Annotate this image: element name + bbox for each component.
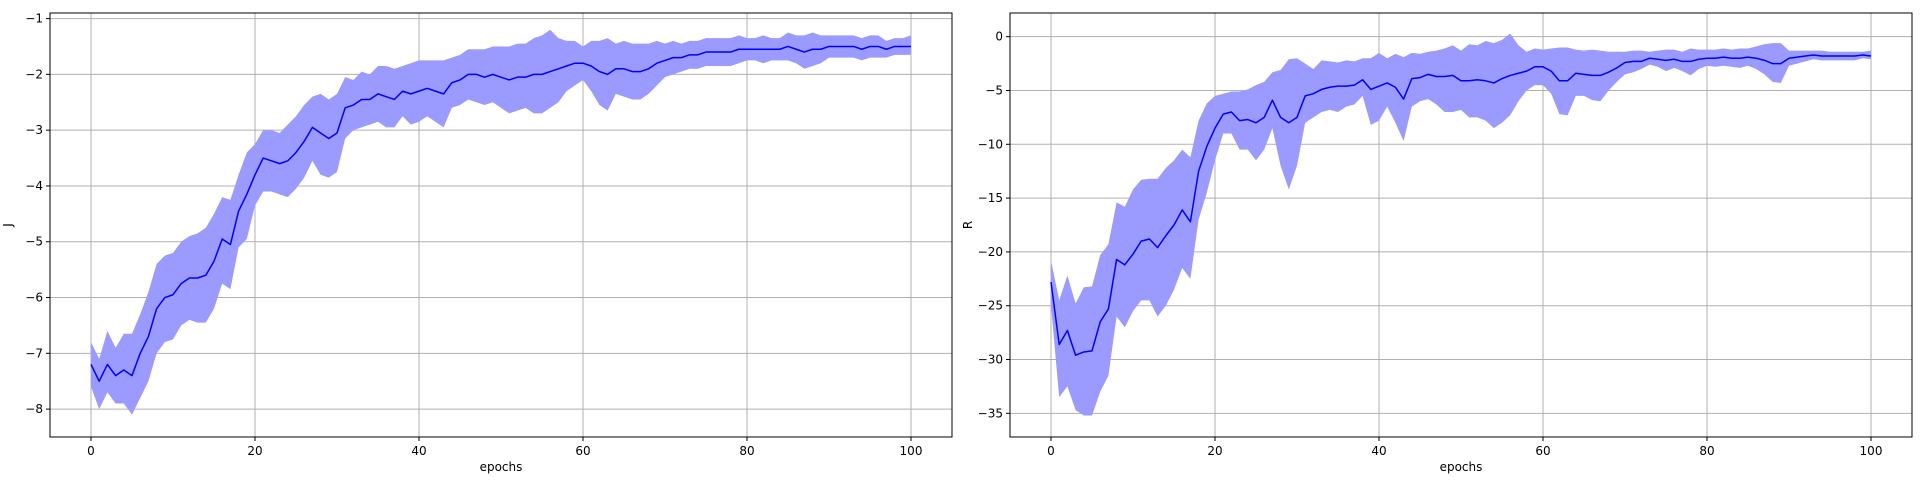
series-line bbox=[1050, 54, 1872, 356]
x-tick-label: 80 bbox=[739, 444, 754, 458]
y-tick-label: −1 bbox=[25, 12, 43, 26]
y-axis-label: J bbox=[1, 223, 15, 228]
x-tick-label: 0 bbox=[87, 444, 95, 458]
y-tick-label: −10 bbox=[978, 137, 1003, 151]
y-tick-label: −5 bbox=[985, 83, 1003, 97]
y-tick-label: −2 bbox=[25, 67, 43, 81]
y-tick-label: −25 bbox=[978, 299, 1003, 313]
y-tick-label: −35 bbox=[978, 406, 1003, 420]
y-tick-label: −7 bbox=[25, 346, 43, 360]
x-tick-label: 20 bbox=[1207, 444, 1222, 458]
confidence-band bbox=[91, 29, 911, 415]
series-line bbox=[90, 45, 911, 382]
plot-frame bbox=[1009, 12, 1913, 438]
y-tick-label: −20 bbox=[978, 245, 1003, 259]
x-tick-label: 60 bbox=[575, 444, 590, 458]
x-tick-label: 40 bbox=[411, 444, 426, 458]
y-tick-label: −6 bbox=[25, 291, 43, 305]
y-tick-label: −30 bbox=[978, 353, 1003, 367]
plot-frame bbox=[49, 12, 953, 438]
y-tick-label: 0 bbox=[995, 30, 1003, 44]
x-tick-label: 60 bbox=[1535, 444, 1550, 458]
chart-panel-0: 0 20 40 60 80 100 −8 −7 −6 −5 −4 −3 −2 −1 epochs J bbox=[1, 12, 953, 474]
x-tick-label: 80 bbox=[1699, 444, 1714, 458]
confidence-band bbox=[1051, 33, 1871, 416]
x-axis-label: epochs bbox=[480, 460, 523, 474]
y-tick-label: −5 bbox=[25, 235, 43, 249]
x-tick-label: 0 bbox=[1047, 444, 1055, 458]
y-tick-label: −4 bbox=[25, 179, 43, 193]
y-tick-label: −8 bbox=[25, 402, 43, 416]
y-tick-label: −3 bbox=[25, 123, 43, 137]
x-tick-label: 100 bbox=[1860, 444, 1883, 458]
x-tick-label: 100 bbox=[900, 444, 923, 458]
x-tick-label: 40 bbox=[1371, 444, 1386, 458]
y-axis-label: R bbox=[961, 221, 975, 229]
x-tick-label: 20 bbox=[247, 444, 262, 458]
chart-panel-1: 0 20 40 60 80 100 −35 −30 −25 −20 −15 −10 −5 0 epochs R bbox=[961, 12, 1913, 474]
x-axis-label: epochs bbox=[1440, 460, 1483, 474]
y-tick-label: −15 bbox=[978, 191, 1003, 205]
